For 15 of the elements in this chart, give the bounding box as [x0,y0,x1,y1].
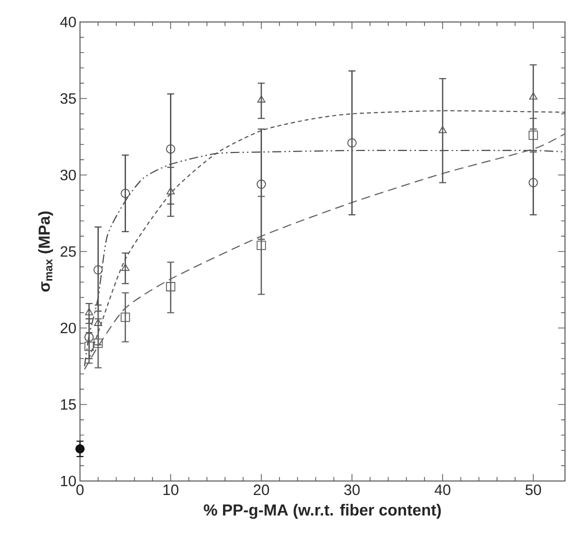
x-tick-label: 0 [76,484,84,496]
x-tick-label: 10 [163,484,178,496]
y-tick-label: 25 [60,246,76,257]
y-tick-label: 20 [60,322,76,334]
x-axis-title: % PP-g-MA (w.r.t. fiber content) [204,504,441,519]
y-axis-title: σ$_{max}$ (MPa) [38,212,54,292]
y-tick-label: 40 [60,16,76,28]
y-tick-label: 10 [61,476,76,486]
x-tick-label: 40 [434,484,450,496]
x-tick-label: 20 [254,484,270,496]
y-tick-label: 15 [61,399,76,410]
x-tick-label: 50 [526,484,541,496]
y-tick-label: 30 [60,170,76,180]
x-tick-label: 30 [344,484,360,496]
y-tick-label: 35 [60,93,76,104]
